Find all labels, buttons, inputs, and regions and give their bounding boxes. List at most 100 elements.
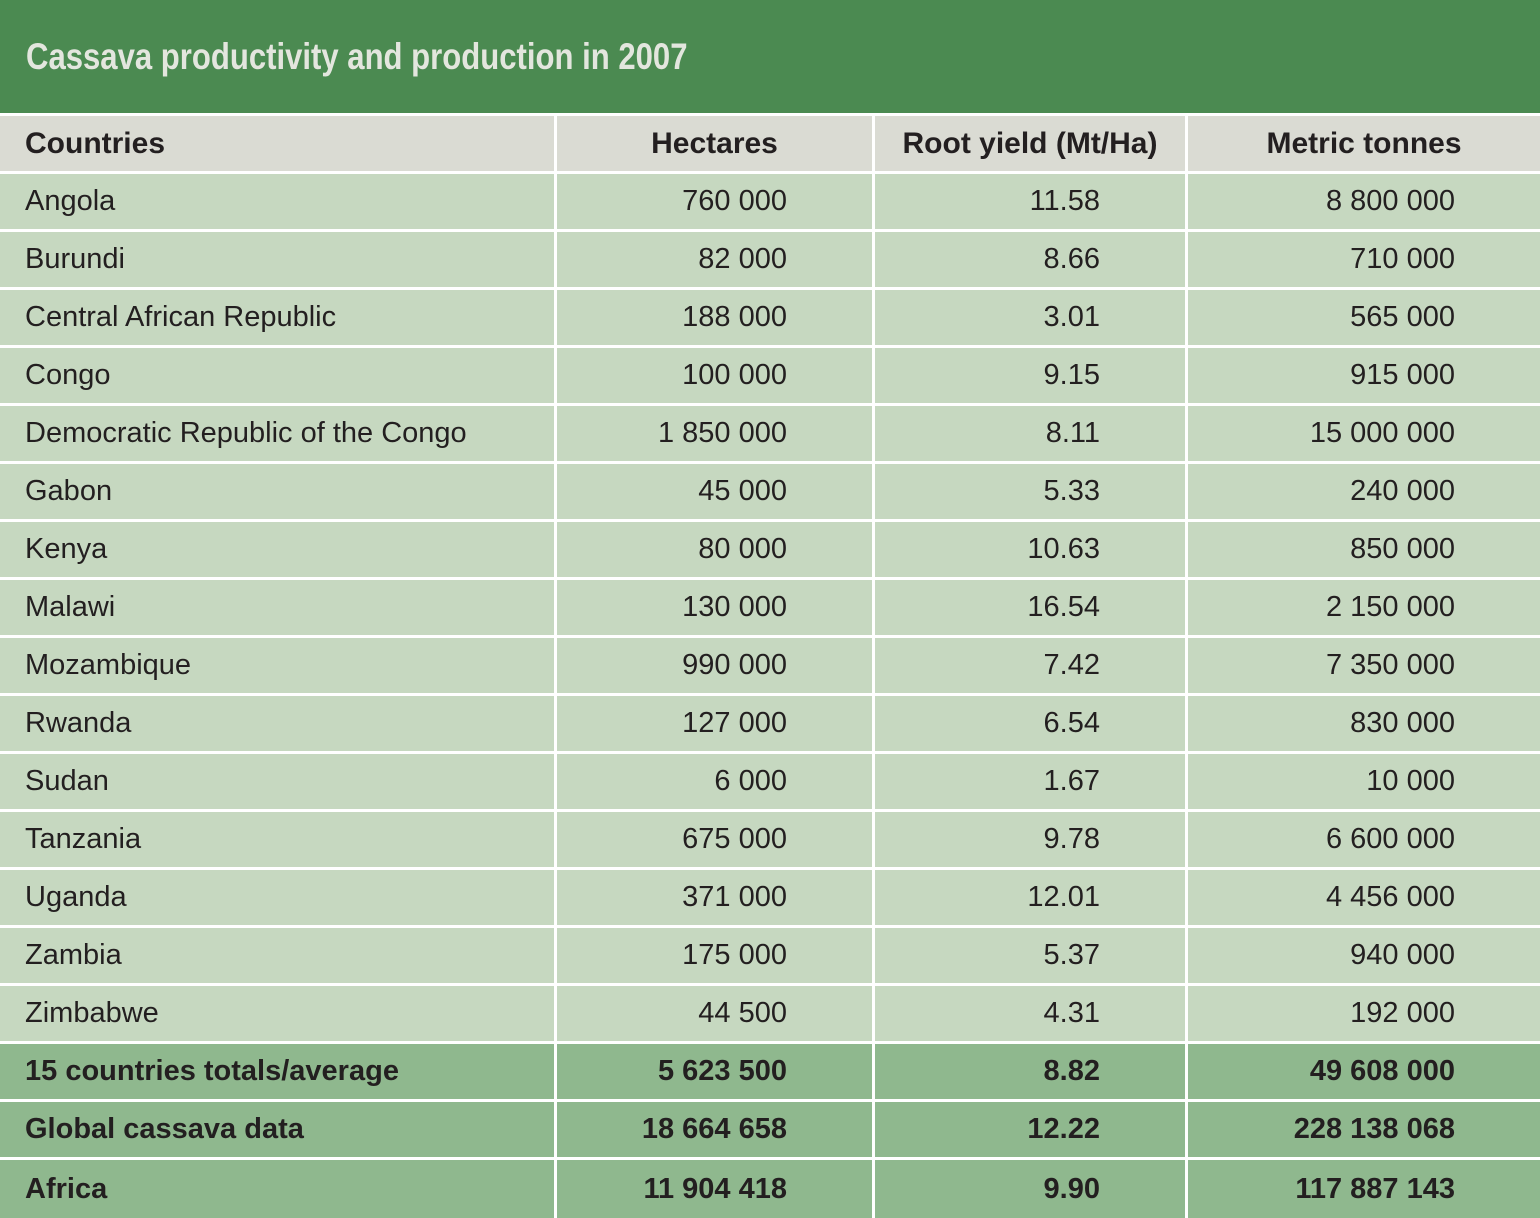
hectares-cell: 100 000 — [557, 348, 875, 406]
yield-cell: 8.11 — [875, 406, 1188, 464]
yield-cell: 8.66 — [875, 232, 1188, 290]
yield-cell: 5.33 — [875, 464, 1188, 522]
hectares-cell: 1 850 000 — [557, 406, 875, 464]
tonnes-cell: 10 000 — [1188, 754, 1540, 812]
hectares-cell: 6 000 — [557, 754, 875, 812]
hectares-cell: 18 664 658 — [557, 1102, 875, 1160]
column-header-hectares: Hectares — [557, 116, 875, 174]
country-cell: Sudan — [0, 754, 557, 812]
hectares-cell: 5 623 500 — [557, 1044, 875, 1102]
tonnes-cell: 117 887 143 — [1188, 1160, 1540, 1218]
hectares-cell: 130 000 — [557, 580, 875, 638]
table-row: Mozambique 990 000 7.42 7 350 000 — [0, 638, 1540, 696]
hectares-cell: 188 000 — [557, 290, 875, 348]
country-cell: Mozambique — [0, 638, 557, 696]
yield-cell: 11.58 — [875, 174, 1188, 232]
country-cell: Africa — [0, 1160, 557, 1218]
table-title-bar: Cassava productivity and production in 2… — [0, 0, 1540, 113]
summary-row: Global cassava data 18 664 658 12.22 228 13… — [0, 1102, 1540, 1160]
table-row: Congo 100 000 9.15 915 000 — [0, 348, 1540, 406]
yield-cell: 7.42 — [875, 638, 1188, 696]
yield-cell: 9.90 — [875, 1160, 1188, 1218]
country-cell: Global cassava data — [0, 1102, 557, 1160]
country-cell: Gabon — [0, 464, 557, 522]
cassava-data-table: Countries Hectares Root yield (Mt/Ha) Metri… — [0, 116, 1540, 1218]
hectares-cell: 760 000 — [557, 174, 875, 232]
tonnes-cell: 830 000 — [1188, 696, 1540, 754]
hectares-cell: 127 000 — [557, 696, 875, 754]
country-cell: Congo — [0, 348, 557, 406]
tonnes-cell: 192 000 — [1188, 986, 1540, 1044]
tonnes-cell: 240 000 — [1188, 464, 1540, 522]
table-body: Angola 760 000 11.58 8 800 000 Burundi 82 000… — [0, 174, 1540, 1044]
tonnes-cell: 228 138 068 — [1188, 1102, 1540, 1160]
tonnes-cell: 565 000 — [1188, 290, 1540, 348]
table-title: Cassava productivity and production in 2… — [26, 35, 688, 77]
table-row: Zambia 175 000 5.37 940 000 — [0, 928, 1540, 986]
yield-cell: 8.82 — [875, 1044, 1188, 1102]
country-cell: Democratic Republic of the Congo — [0, 406, 557, 464]
hectares-cell: 990 000 — [557, 638, 875, 696]
yield-cell: 1.67 — [875, 754, 1188, 812]
yield-cell: 5.37 — [875, 928, 1188, 986]
summary-row: 15 countries totals/average 5 623 500 8.82… — [0, 1044, 1540, 1102]
summary-row: Africa 11 904 418 9.90 117 887 143 — [0, 1160, 1540, 1218]
tonnes-cell: 2 150 000 — [1188, 580, 1540, 638]
country-cell: Central African Republic — [0, 290, 557, 348]
column-header-countries: Countries — [0, 116, 557, 174]
yield-cell: 16.54 — [875, 580, 1188, 638]
tonnes-cell: 710 000 — [1188, 232, 1540, 290]
hectares-cell: 44 500 — [557, 986, 875, 1044]
hectares-cell: 11 904 418 — [557, 1160, 875, 1218]
tonnes-cell: 6 600 000 — [1188, 812, 1540, 870]
country-cell: Rwanda — [0, 696, 557, 754]
tonnes-cell: 7 350 000 — [1188, 638, 1540, 696]
yield-cell: 9.15 — [875, 348, 1188, 406]
table-row: Malawi 130 000 16.54 2 150 000 — [0, 580, 1540, 638]
hectares-cell: 371 000 — [557, 870, 875, 928]
country-cell: Kenya — [0, 522, 557, 580]
tonnes-cell: 8 800 000 — [1188, 174, 1540, 232]
tonnes-cell: 850 000 — [1188, 522, 1540, 580]
country-cell: Malawi — [0, 580, 557, 638]
table-row: Zimbabwe 44 500 4.31 192 000 — [0, 986, 1540, 1044]
hectares-cell: 80 000 — [557, 522, 875, 580]
hectares-cell: 175 000 — [557, 928, 875, 986]
table-row: Central African Republic 188 000 3.01 565 0… — [0, 290, 1540, 348]
tonnes-cell: 4 456 000 — [1188, 870, 1540, 928]
table-row: Burundi 82 000 8.66 710 000 — [0, 232, 1540, 290]
table-row: Kenya 80 000 10.63 850 000 — [0, 522, 1540, 580]
table-row: Tanzania 675 000 9.78 6 600 000 — [0, 812, 1540, 870]
table-row: Uganda 371 000 12.01 4 456 000 — [0, 870, 1540, 928]
tonnes-cell: 915 000 — [1188, 348, 1540, 406]
country-cell: 15 countries totals/average — [0, 1044, 557, 1102]
yield-cell: 3.01 — [875, 290, 1188, 348]
yield-cell: 12.22 — [875, 1102, 1188, 1160]
country-cell: Uganda — [0, 870, 557, 928]
country-cell: Angola — [0, 174, 557, 232]
country-cell: Zimbabwe — [0, 986, 557, 1044]
table-summary: 15 countries totals/average 5 623 500 8.82… — [0, 1044, 1540, 1218]
yield-cell: 10.63 — [875, 522, 1188, 580]
country-cell: Burundi — [0, 232, 557, 290]
hectares-cell: 45 000 — [557, 464, 875, 522]
tonnes-cell: 940 000 — [1188, 928, 1540, 986]
table-row: Sudan 6 000 1.67 10 000 — [0, 754, 1540, 812]
yield-cell: 4.31 — [875, 986, 1188, 1044]
yield-cell: 6.54 — [875, 696, 1188, 754]
yield-cell: 9.78 — [875, 812, 1188, 870]
table-row: Democratic Republic of the Congo 1 850 00… — [0, 406, 1540, 464]
tonnes-cell: 49 608 000 — [1188, 1044, 1540, 1102]
hectares-cell: 82 000 — [557, 232, 875, 290]
column-header-metric-tonnes: Metric tonnes — [1188, 116, 1540, 174]
column-header-root-yield-mt-ha: Root yield (Mt/Ha) — [875, 116, 1188, 174]
table-row: Gabon 45 000 5.33 240 000 — [0, 464, 1540, 522]
table-row: Angola 760 000 11.58 8 800 000 — [0, 174, 1540, 232]
table-header-row: Countries Hectares Root yield (Mt/Ha) Metri… — [0, 116, 1540, 174]
table-row: Rwanda 127 000 6.54 830 000 — [0, 696, 1540, 754]
tonnes-cell: 15 000 000 — [1188, 406, 1540, 464]
country-cell: Zambia — [0, 928, 557, 986]
yield-cell: 12.01 — [875, 870, 1188, 928]
country-cell: Tanzania — [0, 812, 557, 870]
